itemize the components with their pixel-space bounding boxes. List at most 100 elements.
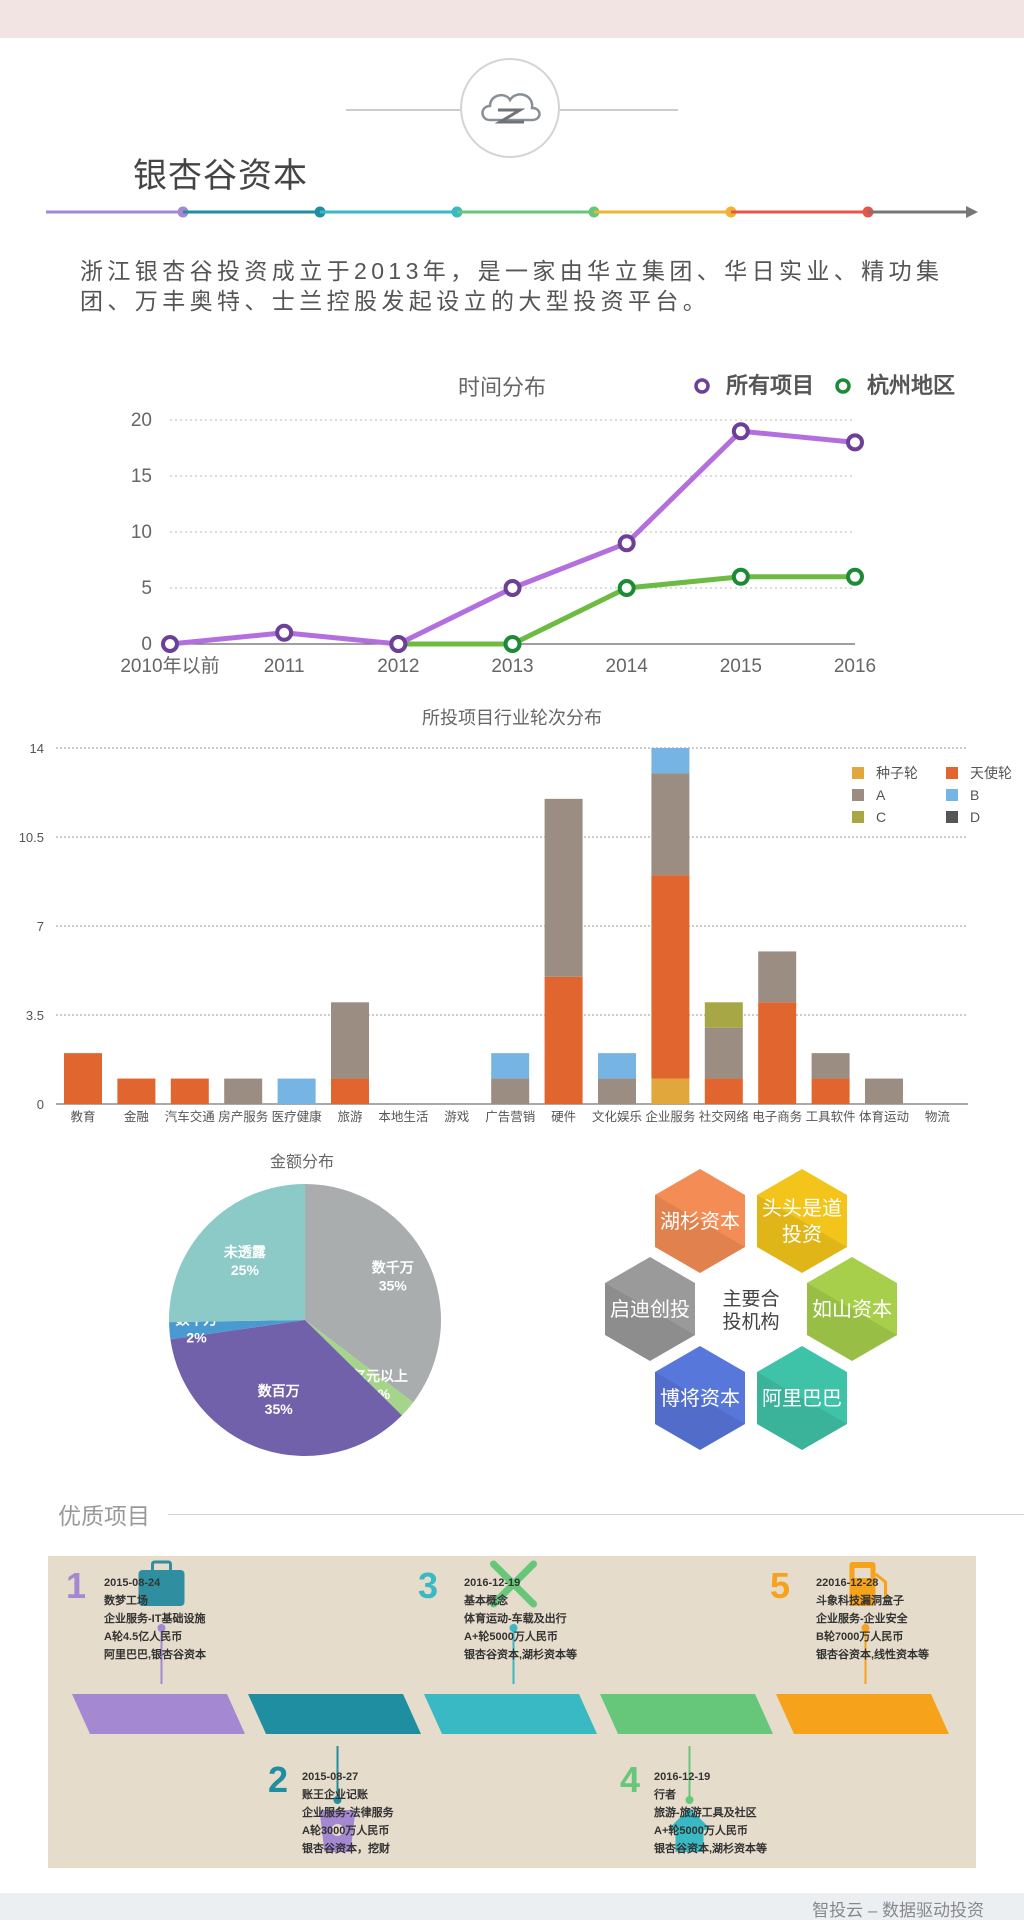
pie-slice (305, 1184, 441, 1403)
project-line: 企业服务-IT基础设施 (103, 1611, 205, 1625)
project-line: 基本概念 (463, 1593, 509, 1607)
x-tick-label: 工具软件 (806, 1110, 856, 1124)
x-tick-label: 广告营销 (485, 1110, 535, 1124)
data-point (161, 635, 179, 653)
briefcase-icon (138, 1570, 185, 1606)
project-line: A轮3000万人民币 (302, 1823, 389, 1837)
project-line: 银杏谷资本,湖杉资本等 (654, 1841, 767, 1855)
x-tick-label: 金融 (124, 1109, 150, 1124)
project-line: 体育运动-车载及出行 (464, 1611, 567, 1625)
x-tick-label: 2012 (377, 656, 419, 677)
hex-shade (807, 1283, 897, 1361)
project-line: 行者 (653, 1787, 676, 1801)
briefcase-handle (151, 1560, 172, 1574)
x-tick-label: 2014 (606, 656, 649, 677)
hex-shade (757, 1195, 847, 1273)
legend-label: 所有项目 (726, 373, 814, 398)
x-tick-label: 体育运动 (859, 1109, 909, 1124)
x-tick-label: 教育 (70, 1109, 95, 1124)
project-line: 2016-12-19 (464, 1577, 520, 1589)
slice-percent: 25% (231, 1262, 260, 1278)
y-tick-label: 5 (141, 578, 152, 599)
project-line: 数梦工场 (104, 1593, 148, 1607)
bar-segment (598, 1053, 636, 1079)
data-point (731, 422, 750, 441)
x-tick-label: 汽车交通 (165, 1109, 216, 1124)
bar-segment (811, 1053, 850, 1079)
y-tick-label: 15 (131, 466, 152, 487)
project-number: 5 (770, 1565, 790, 1606)
x-tick-label: 物流 (925, 1110, 951, 1124)
x-tick-label: 2013 (491, 656, 533, 677)
project-line: 银杏谷资本，挖财 (302, 1841, 390, 1855)
footer-text: 智投云 – 数据驱动投资 (812, 1901, 984, 1920)
time-distribution-chart: 时间分布 0 5 10 15 20 2010年以前 2011 2012 2013 2014 2015… (120, 373, 955, 677)
bar-segment (651, 1078, 690, 1104)
project-line: B轮7000万人民币 (816, 1629, 903, 1643)
x-tick-label: 房产服务 (218, 1109, 268, 1124)
timeline-band (72, 1694, 245, 1734)
slice-label: 数百万 (258, 1383, 300, 1399)
bar-segment (651, 773, 690, 876)
investor-hex (605, 1257, 695, 1361)
investor-hex (757, 1169, 847, 1273)
bar-segment (117, 1078, 156, 1104)
cup-dot (331, 1824, 344, 1836)
legend-swatch (852, 767, 864, 779)
legend-label: C (876, 809, 886, 825)
investor-name: 头头是道 (762, 1197, 842, 1220)
bar-segment (758, 1002, 797, 1104)
project-line: A轮4.5亿人民币 (104, 1629, 182, 1643)
x-tick-label: 2015 (720, 656, 762, 677)
data-point (846, 433, 864, 452)
section-divider (168, 1514, 1024, 1515)
timeline-band (424, 1694, 597, 1734)
y-tick-label: 14 (30, 741, 44, 756)
pie-slice (305, 1320, 414, 1416)
timeline-band (248, 1694, 421, 1734)
legend-marker (835, 378, 851, 394)
connector-dot (333, 1796, 342, 1804)
bar-segment (331, 1078, 369, 1104)
slice-percent: 2% (186, 1330, 207, 1346)
y-tick-label: 0 (141, 634, 152, 655)
project-line: 银杏谷资本,湖杉资本等 (464, 1647, 577, 1661)
x-tick-label: 社交网络 (699, 1109, 750, 1124)
bar-segment (544, 798, 583, 977)
slice-percent: 35% (265, 1401, 294, 1417)
legend-label: A (876, 787, 886, 803)
pie-slice (169, 1320, 305, 1340)
investor-hex (807, 1257, 897, 1361)
legend-swatch (946, 767, 958, 779)
footer: 智投云 – 数据驱动投资 (0, 1893, 1024, 1920)
y-tick-label: 3.5 (26, 1008, 44, 1023)
x-tick-label: 旅游 (337, 1110, 363, 1124)
data-point (731, 567, 750, 586)
logo-line-right (560, 109, 678, 111)
project-number: 4 (620, 1759, 640, 1800)
legend-label: 天使轮 (970, 765, 1012, 781)
x-tick-label: 本地生活 (378, 1110, 428, 1124)
project-number: 2 (268, 1759, 288, 1800)
timeline-band (776, 1694, 949, 1734)
legend-swatch (946, 811, 958, 823)
industry-round-chart: 所投项目行业轮次分布 0 3.5 7 10.5 14 教育 金融 汽车交通 房产服务 医疗健康 旅游… (19, 708, 1012, 1124)
data-point (503, 635, 522, 653)
legend-swatch (852, 789, 864, 801)
logo (460, 58, 560, 158)
slice-percent: 35% (379, 1278, 408, 1294)
project-number: 1 (66, 1565, 86, 1606)
slice-label: 数千万 (372, 1260, 414, 1276)
y-tick-label: 10.5 (19, 830, 44, 845)
legend-label: 种子轮 (876, 765, 918, 781)
bar-segment (64, 1053, 102, 1104)
investor-name: 启迪创投 (610, 1298, 690, 1321)
project-line: 斗象科技漏洞盒子 (816, 1593, 904, 1607)
bar-segment (544, 976, 583, 1104)
intro-text: 浙江银杏谷投资成立于2013年，是一家由华立集团、华日实业、精功集团、万丰奥特、… (80, 258, 944, 314)
fuel-hose (874, 1572, 887, 1598)
page-title: 银杏谷资本 (133, 157, 308, 195)
bar-segment (170, 1078, 209, 1104)
slice-label: 亿元以上 (352, 1368, 408, 1384)
